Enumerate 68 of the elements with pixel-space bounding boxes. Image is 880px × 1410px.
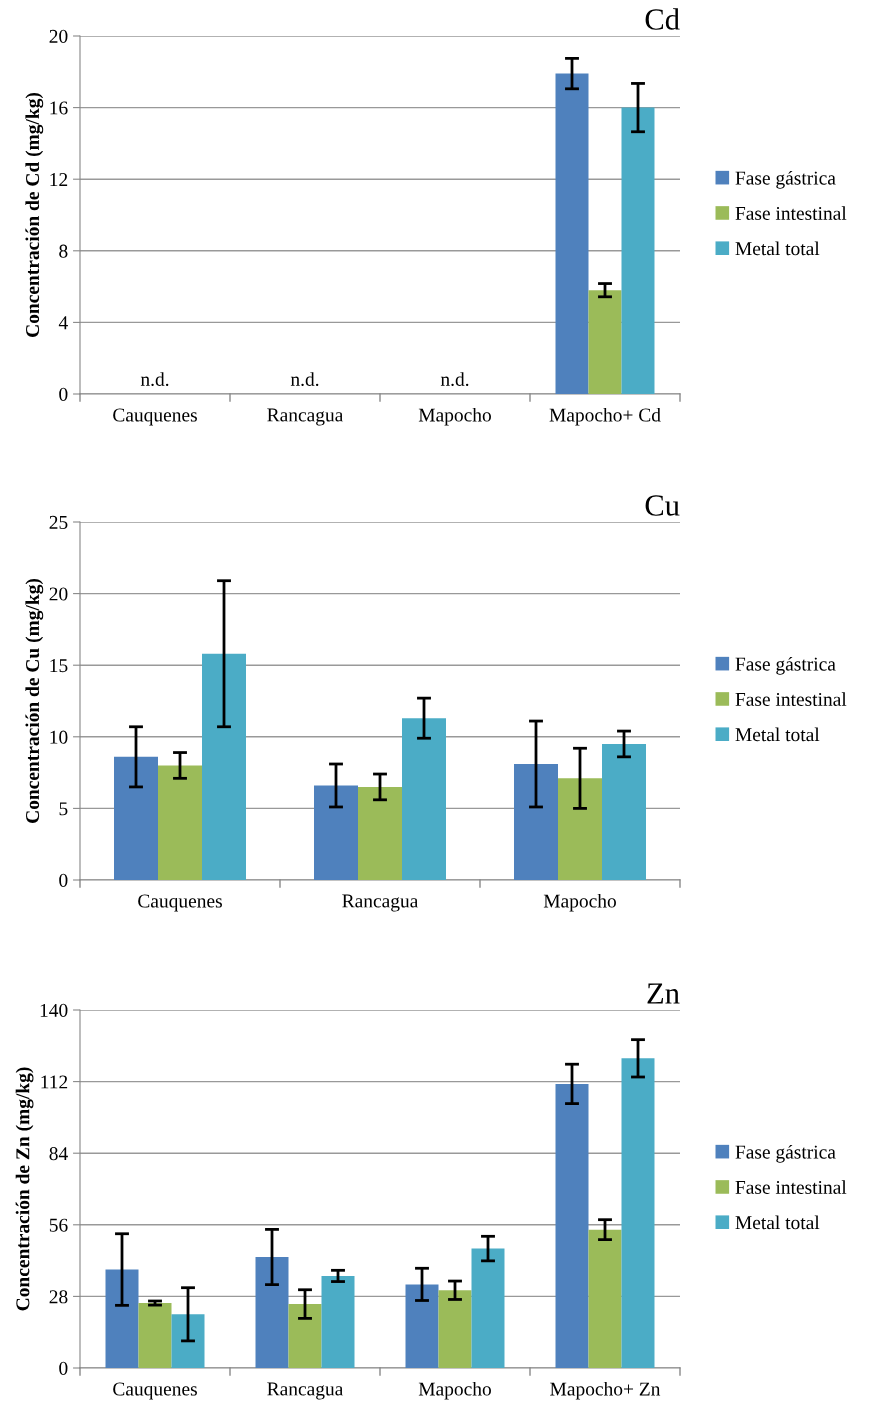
bar	[588, 1229, 622, 1368]
x-tick-label: Rancagua	[267, 1382, 344, 1400]
y-tick-label: 20	[49, 29, 68, 43]
x-tick-label: Mapocho	[418, 1381, 491, 1400]
annotation: n.d.	[290, 372, 319, 386]
x-tick-label: Mapocho+ Zn	[550, 1381, 661, 1400]
bar	[402, 718, 446, 880]
x-tick-label: Mapocho	[543, 893, 616, 912]
y-tick-label: 0	[59, 387, 68, 401]
y-tick-label: 20	[49, 587, 68, 601]
x-tick-label: Rancagua	[267, 408, 344, 426]
y-tick-label: 0	[59, 1361, 68, 1375]
bar	[358, 786, 402, 880]
annotation: n.d.	[140, 372, 169, 386]
bar	[438, 1290, 472, 1368]
y-tick-label: 28	[49, 1290, 68, 1304]
x-tick-label: Cauquenes	[113, 408, 197, 426]
y-tick-label: 56	[49, 1218, 68, 1232]
x-tick-label: Mapocho	[418, 407, 491, 426]
y-tick-label: 15	[50, 659, 68, 673]
y-tick-label: 12	[50, 173, 68, 186]
y-tick-label: 5	[59, 802, 68, 816]
x-tick-label: Cauquenes	[113, 1382, 197, 1400]
bar	[558, 778, 602, 880]
legend-label: Fase intestinal	[735, 206, 847, 220]
legend-label: Fase gástrica	[735, 656, 836, 675]
y-tick-label: 0	[59, 873, 68, 887]
y-tick-label: 16	[50, 101, 68, 115]
bar	[621, 1058, 655, 1368]
legend-label: Fase gástrica	[735, 170, 836, 189]
y-axis-title: Concentración de Cd (mg/kg)	[25, 92, 44, 337]
legend-label: Metal total	[735, 727, 820, 742]
bar	[105, 1269, 139, 1368]
y-tick-label: 84	[49, 1147, 68, 1161]
legend-label: Metal total	[735, 241, 820, 256]
y-tick-label: 112	[41, 1075, 68, 1089]
y-tick-label: 140	[40, 1003, 68, 1017]
chart-title: Cd	[645, 8, 680, 30]
legend-label: Metal total	[735, 1215, 820, 1230]
y-axis-title: Concentración de Cu (mg/kg)	[25, 578, 44, 823]
chart-title: Cu	[645, 495, 680, 516]
legend-label: Fase intestinal	[735, 692, 847, 706]
x-tick-label: Mapocho+ Cd	[549, 407, 661, 426]
bar	[171, 1314, 205, 1368]
y-tick-label: 25	[49, 515, 68, 529]
bar	[514, 764, 558, 880]
y-tick-label: 4	[58, 316, 68, 330]
bar	[321, 1275, 355, 1368]
chart-title: Zn	[647, 983, 680, 1004]
bar	[471, 1248, 505, 1368]
annotation: n.d.	[440, 372, 469, 386]
bar	[114, 756, 158, 880]
bar	[288, 1304, 322, 1368]
bar	[602, 743, 646, 880]
bar	[405, 1284, 439, 1368]
y-tick-label: 10	[50, 730, 68, 744]
y-tick-label: 8	[59, 244, 68, 258]
bar	[255, 1257, 289, 1368]
bar	[314, 785, 358, 880]
bar	[138, 1303, 172, 1368]
x-tick-label: Cauquenes	[138, 894, 222, 912]
legend-label: Fase gástrica	[735, 1144, 836, 1163]
x-tick-label: Rancagua	[342, 894, 419, 912]
bar	[158, 765, 202, 880]
bar	[202, 653, 246, 880]
bar	[555, 1083, 589, 1368]
legend-label: Fase intestinal	[735, 1180, 847, 1194]
y-axis-title: Concentración de Zn (mg/kg)	[15, 1067, 34, 1311]
